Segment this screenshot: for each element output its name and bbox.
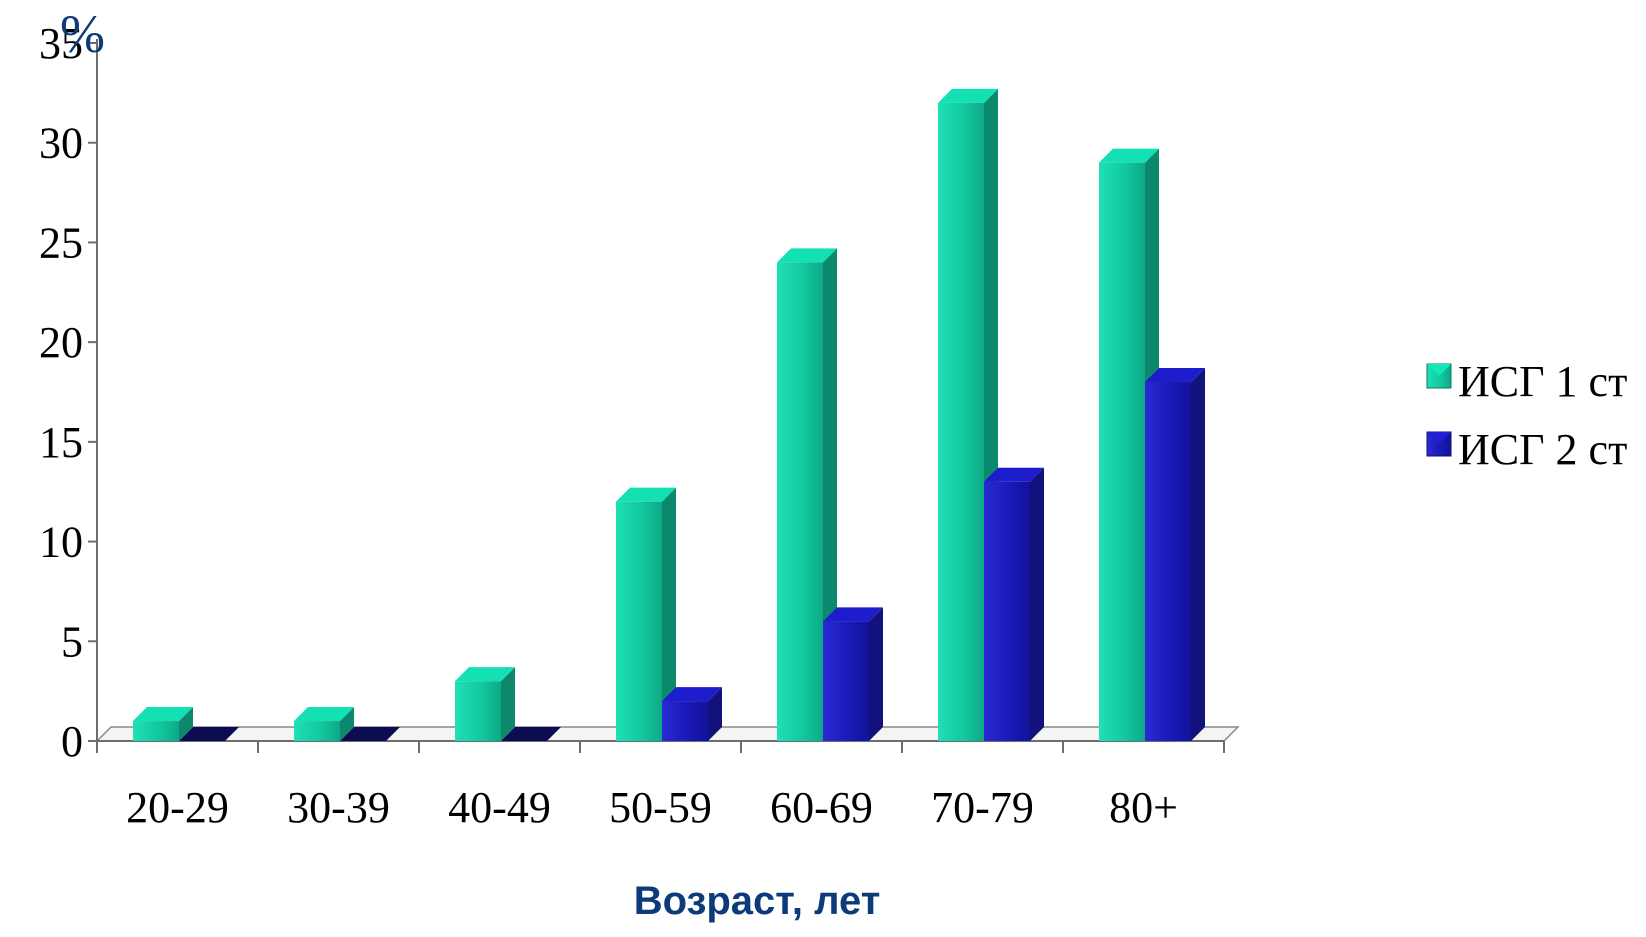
x-tick-label: 80+ [1109,783,1178,832]
bar-1-60-69 [777,248,837,741]
x-tick-label: 50-59 [609,783,712,832]
bar-2-30-39 [340,727,400,741]
bar-2-60-69 [823,607,883,741]
x-tick-label: 70-79 [931,783,1034,832]
bar-1-20-29 [133,707,193,741]
bar-front-face [823,621,869,741]
y-tick-label: 15 [39,418,83,467]
x-tick-label: 60-69 [770,783,873,832]
bar-front-face [777,262,823,741]
bar-side-face [501,667,515,741]
bar-front-face [984,481,1030,741]
bar-top-face [823,607,883,622]
y-tick-label: 20 [39,318,83,367]
bar-top-face [1099,148,1159,163]
bar-top-face [455,667,515,682]
bar-top-face [340,727,400,741]
legend-label: ИСГ 2 ст [1458,425,1627,474]
bar-front-face [455,681,501,741]
legend-label: ИСГ 1 ст [1458,357,1627,406]
x-axis-label: Возраст, лет [634,879,881,923]
bar-front-face [616,501,662,741]
bar-side-face [1191,368,1205,741]
x-tick-label: 20-29 [126,783,229,832]
y-unit-label: % [60,4,105,64]
bar-1-30-39 [294,707,354,741]
bar-2-50-59 [662,687,722,741]
bar-front-face [1145,382,1191,741]
y-tick-label: 10 [39,518,83,567]
bar-side-face [179,707,193,741]
legend-item-2: ИСГ 2 ст [1426,425,1627,474]
x-tick-label: 40-49 [448,783,551,832]
bar-2-20-29 [179,727,239,741]
y-tick-label: 5 [61,617,83,666]
bar-top-face [938,88,998,103]
bar-1-50-59 [616,487,676,741]
legend-swatch-highlight [1427,432,1451,444]
bar-top-face [294,707,354,722]
bar-front-face [662,701,708,741]
y-tick-label: 35 [39,19,83,68]
bar-top-face [1145,368,1205,383]
bar-front-face [938,102,984,742]
bar-side-face [869,607,883,741]
x-tick-label: 30-39 [287,783,390,832]
bar-side-face [1030,467,1044,741]
bar-1-40-49 [455,667,515,741]
legend-swatch-highlight [1427,364,1451,376]
bar-2-80+ [1145,368,1205,741]
bar-2-40-49 [501,727,561,741]
bar-top-face [984,467,1044,482]
bar-side-face [340,707,354,741]
bar-top-face [777,248,837,263]
bar-2-70-79 [984,467,1044,741]
bar-side-face [708,687,722,741]
bar-front-face [294,721,340,741]
y-tick-label: 25 [39,218,83,267]
bar-side-face [662,487,676,741]
bar-top-face [179,727,239,741]
bar-top-face [662,687,722,702]
bar-front-face [133,721,179,741]
bar-top-face [501,727,561,741]
legend-item-1: ИСГ 1 ст [1426,357,1627,406]
y-tick-label: 0 [61,717,83,766]
bar-front-face [1099,162,1145,741]
bar-top-face [616,487,676,502]
y-tick-label: 30 [39,119,83,168]
bar-top-face [133,707,193,722]
